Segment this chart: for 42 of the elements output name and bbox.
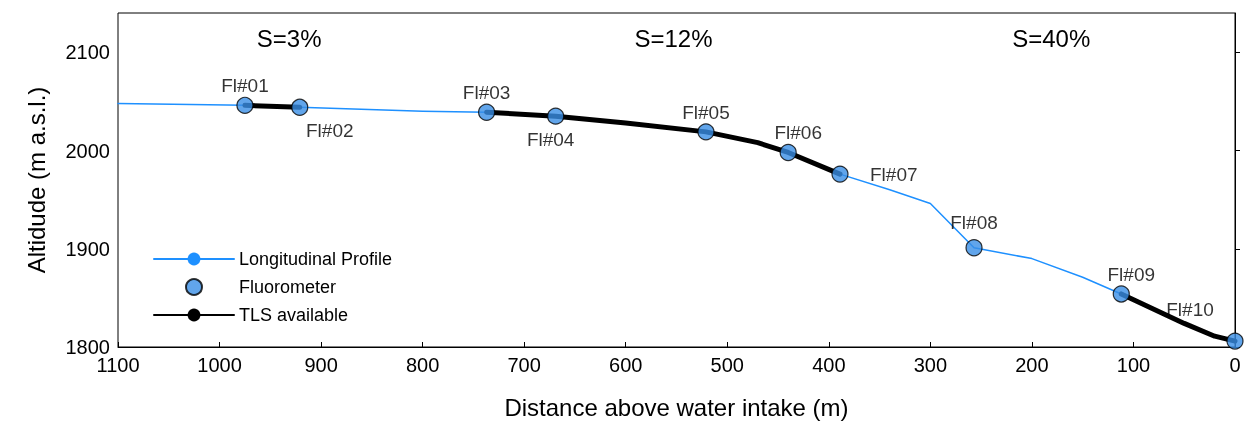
annotation: S=40% — [1012, 24, 1091, 52]
y-axis-title: Altidude (m a.s.l.) — [22, 86, 50, 274]
x-tick-label: 600 — [609, 354, 643, 376]
point — [965, 239, 983, 257]
annotation: Fl#01 — [221, 75, 269, 97]
annotation: Fl#10 — [1166, 299, 1214, 321]
point — [236, 96, 254, 114]
annotation: Fl#06 — [774, 122, 822, 144]
x-tick-label: 300 — [913, 354, 948, 376]
x-tick-label: 700 — [507, 354, 541, 376]
annotation: Fl#04 — [526, 129, 575, 151]
annotation: Fl#07 — [869, 163, 918, 185]
y-tick-label: 2100 — [65, 41, 110, 64]
point — [831, 165, 849, 183]
point — [547, 107, 565, 125]
legend-label: Fluorometer — [239, 277, 337, 297]
x-tick-label: 1000 — [197, 354, 242, 376]
annotation: Fl#02 — [306, 120, 354, 142]
y-tick-label: 2000 — [65, 139, 110, 162]
x-tick-label: 500 — [710, 354, 744, 376]
annotation: Fl#03 — [462, 82, 511, 104]
x-tick-label: 400 — [812, 354, 846, 376]
x-tick-label: 0 — [1229, 354, 1241, 376]
x-tick-label: 900 — [304, 354, 338, 376]
legend-label: TLS available — [239, 305, 349, 325]
point — [779, 143, 797, 162]
x-axis-title: Distance above water intake (m) — [504, 393, 849, 421]
annotation: S=3% — [256, 24, 322, 52]
x-tick-label: 200 — [1015, 354, 1049, 376]
annotation: Fl#05 — [682, 101, 730, 123]
point — [478, 103, 496, 121]
point — [1112, 285, 1130, 303]
point — [1226, 332, 1244, 350]
annotation: Fl#08 — [950, 211, 998, 233]
point — [291, 98, 309, 116]
x-tick-label: 800 — [405, 354, 440, 376]
annotation: Fl#09 — [1107, 263, 1156, 285]
x-tick-label: 100 — [1116, 354, 1151, 376]
annotation: S=12% — [634, 24, 713, 52]
legend-label: Longitudinal Profile — [239, 249, 393, 269]
y-tick-label: 1900 — [65, 237, 110, 260]
point — [697, 123, 715, 141]
